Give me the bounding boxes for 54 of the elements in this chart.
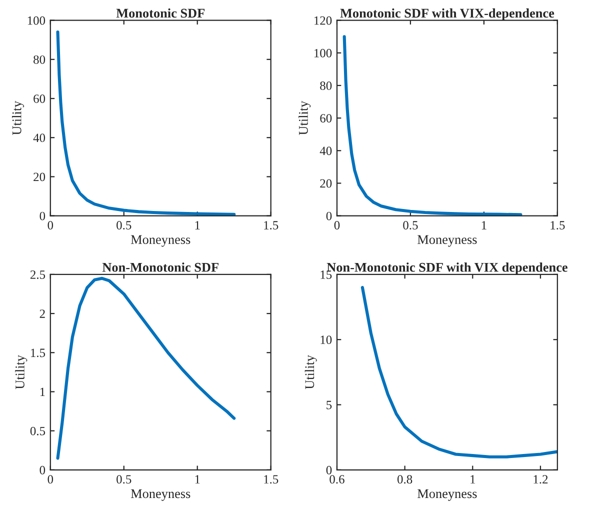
x-tick-label: 1.5 xyxy=(264,221,278,230)
x-tick-label: 1.2 xyxy=(534,475,548,484)
x-tick-label: 0.5 xyxy=(403,221,418,230)
y-tick-label: 20 xyxy=(34,172,46,182)
y-tick-label: 0 xyxy=(326,212,332,220)
y-axis-title: Utility xyxy=(298,100,311,136)
y-tick-label: 20 xyxy=(320,179,332,188)
y-tick-label: 0 xyxy=(326,466,332,474)
y-tick-label: 0 xyxy=(40,212,46,220)
x-tick-label: 0.6 xyxy=(330,475,344,484)
x-tick-label: 0.8 xyxy=(397,475,412,484)
chart-title: Monotonic SDF xyxy=(116,8,205,18)
y-tick-label: 40 xyxy=(33,134,46,142)
y-tick-label: 80 xyxy=(320,82,332,90)
y-tick-label: 2 xyxy=(40,310,45,318)
y-tick-label: 100 xyxy=(314,48,332,58)
chart-title: Monotonic SDF with VIX-dependence xyxy=(340,8,554,20)
line-series xyxy=(56,276,236,460)
x-tick-label: 0 xyxy=(48,475,54,484)
chart-title: Non-Monotonic SDF xyxy=(102,262,218,272)
y-tick-label: 10 xyxy=(320,336,332,344)
y-axis-title: Utility xyxy=(304,354,317,390)
y-tick-label: 60 xyxy=(320,114,332,123)
x-tick-label: 0 xyxy=(48,221,54,230)
x-tick-label: 1.5 xyxy=(264,475,278,484)
y-tick-label: 1.5 xyxy=(31,348,46,358)
y-tick-label: 120 xyxy=(314,16,332,25)
y-tick-label: 5 xyxy=(326,400,332,410)
y-axis-title: Utility xyxy=(15,354,28,390)
y-tick-label: 100 xyxy=(28,16,46,25)
x-tick-label: 0.5 xyxy=(116,221,132,230)
x-tick-label: 1.5 xyxy=(550,221,565,230)
x-tick-label: 1 xyxy=(195,475,200,484)
x-tick-label: 0.5 xyxy=(116,475,132,484)
x-tick-label: 1 xyxy=(195,221,200,230)
line-series xyxy=(360,286,558,458)
line-series xyxy=(342,35,522,216)
y-tick-label: 40 xyxy=(320,146,332,156)
y-tick-label: 2.5 xyxy=(30,270,46,279)
x-axis-title: Moneyness xyxy=(130,235,190,247)
x-axis-title: Moneyness xyxy=(130,489,190,501)
x-tick-label: 1 xyxy=(482,221,486,230)
x-tick-label: 1 xyxy=(470,475,476,484)
y-tick-label: 80 xyxy=(34,55,46,64)
y-tick-label: 1 xyxy=(40,388,45,396)
x-axis-title: Moneyness xyxy=(418,235,477,247)
y-tick-label: 0 xyxy=(40,466,46,474)
y-tick-label: 60 xyxy=(34,94,46,103)
x-tick-label: 0 xyxy=(334,221,340,230)
x-axis-title: Moneyness xyxy=(418,489,477,501)
y-tick-label: 0.5 xyxy=(30,426,46,436)
line-series xyxy=(56,30,236,216)
y-tick-label: 15 xyxy=(320,270,332,279)
y-axis-title: Utility xyxy=(12,100,24,136)
